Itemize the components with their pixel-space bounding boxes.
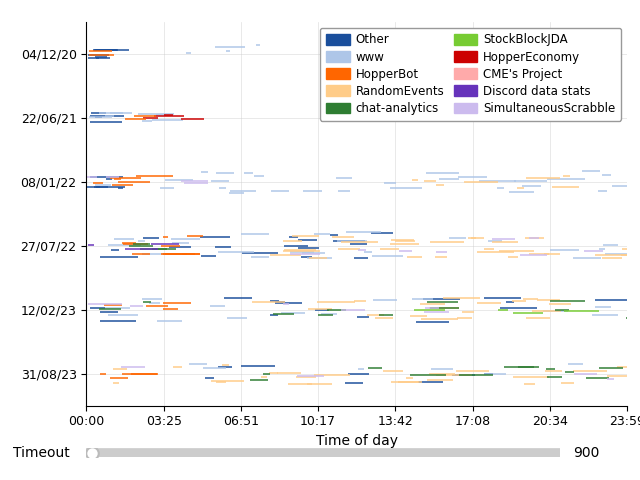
Text: 900: 900 xyxy=(573,445,599,460)
Text: Timeout: Timeout xyxy=(13,445,70,460)
Legend: Other, www, HopperBot, RandomEvents, chat-analytics, StockBlockJDA, HopperEconom: Other, www, HopperBot, RandomEvents, cha… xyxy=(320,27,621,121)
X-axis label: Time of day: Time of day xyxy=(316,434,398,448)
